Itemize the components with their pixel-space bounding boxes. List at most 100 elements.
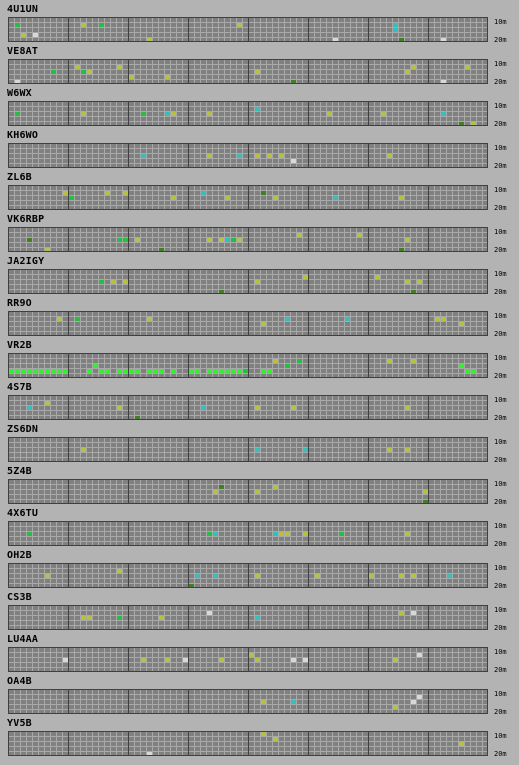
band-label-20m: 20m — [494, 330, 507, 338]
signal-spot — [116, 237, 122, 242]
band-label-20m: 20m — [494, 162, 507, 170]
band-label-10m: 10m — [494, 732, 507, 740]
beacon-callsign: 4U1UN — [7, 4, 39, 15]
beacon-row: ZL6B 10m 20m — [0, 170, 519, 212]
band-label-10m: 10m — [494, 312, 507, 320]
signal-spot — [284, 316, 290, 321]
signal-spot — [20, 368, 26, 373]
signal-spot — [272, 736, 278, 741]
signal-spot — [278, 531, 284, 536]
grid-svg — [8, 689, 488, 714]
signal-spot — [200, 190, 206, 195]
signal-spot — [290, 405, 296, 410]
signal-spot — [188, 583, 194, 588]
signal-spot — [332, 195, 338, 200]
signal-spot — [140, 111, 146, 116]
signal-spot — [98, 368, 104, 373]
beacon-row: OH2B 10m 20m — [0, 548, 519, 590]
signal-spot — [422, 499, 428, 504]
signal-spot — [164, 657, 170, 662]
band-label-10m: 10m — [494, 396, 507, 404]
signal-spot — [260, 699, 266, 704]
beacon-callsign: 4S7B — [7, 382, 32, 393]
signal-spot — [8, 368, 14, 373]
grid-svg — [8, 521, 488, 546]
signal-spot — [272, 195, 278, 200]
signal-spot — [398, 247, 404, 252]
signal-spot — [104, 190, 110, 195]
band-label-20m: 20m — [494, 246, 507, 254]
signal-spot — [98, 22, 104, 27]
beacon-callsign: ZS6DN — [7, 424, 39, 435]
signal-spot — [212, 489, 218, 494]
beacon-callsign: LU4AA — [7, 634, 39, 645]
signal-spot — [368, 573, 374, 578]
signal-spot — [440, 316, 446, 321]
band-label-20m: 20m — [494, 666, 507, 674]
band-label-20m: 20m — [494, 36, 507, 44]
propagation-grid — [8, 17, 488, 42]
signal-spot — [386, 447, 392, 452]
signal-spot — [146, 368, 152, 373]
signal-spot — [122, 237, 128, 242]
propagation-grid — [8, 311, 488, 336]
signal-spot — [212, 573, 218, 578]
band-label-10m: 10m — [494, 270, 507, 278]
signal-spot — [218, 368, 224, 373]
beacon-callsign: 4X6TU — [7, 508, 39, 519]
grid-svg — [8, 563, 488, 588]
signal-spot — [440, 111, 446, 116]
propagation-grid — [8, 353, 488, 378]
signal-spot — [392, 657, 398, 662]
signal-spot — [410, 289, 416, 294]
grid-svg — [8, 17, 488, 42]
propagation-grid — [8, 437, 488, 462]
propagation-grid — [8, 185, 488, 210]
signal-spot — [398, 195, 404, 200]
signal-spot — [44, 400, 50, 405]
signal-spot — [260, 731, 266, 736]
beacon-row: CS3B 10m 20m — [0, 590, 519, 632]
signal-spot — [302, 531, 308, 536]
signal-spot — [80, 22, 86, 27]
signal-spot — [50, 368, 56, 373]
signal-spot — [398, 610, 404, 615]
signal-spot — [206, 531, 212, 536]
grid-svg — [8, 227, 488, 252]
signal-spot — [182, 657, 188, 662]
beacon-callsign: VR2B — [7, 340, 32, 351]
signal-spot — [230, 368, 236, 373]
band-label-10m: 10m — [494, 438, 507, 446]
band-label-10m: 10m — [494, 606, 507, 614]
signal-spot — [170, 195, 176, 200]
signal-spot — [218, 484, 224, 489]
signal-spot — [272, 484, 278, 489]
signal-spot — [50, 69, 56, 74]
signal-spot — [254, 489, 260, 494]
beacon-row: LU4AA 10m 20m — [0, 632, 519, 674]
signal-spot — [254, 279, 260, 284]
signal-spot — [146, 316, 152, 321]
signal-spot — [440, 37, 446, 42]
signal-spot — [392, 704, 398, 709]
signal-spot — [242, 368, 248, 373]
signal-spot — [134, 368, 140, 373]
signal-spot — [422, 489, 428, 494]
beacon-row: YV5B 10m 20m — [0, 716, 519, 758]
signal-spot — [446, 573, 452, 578]
beacon-callsign: 5Z4B — [7, 466, 32, 477]
grid-svg — [8, 647, 488, 672]
signal-spot — [440, 79, 446, 84]
beacon-row: VE8AT 10m 20m — [0, 44, 519, 86]
signal-spot — [122, 190, 128, 195]
signal-spot — [254, 573, 260, 578]
band-label-10m: 10m — [494, 690, 507, 698]
propagation-grid — [8, 269, 488, 294]
signal-spot — [128, 74, 134, 79]
propagation-grid — [8, 101, 488, 126]
signal-spot — [284, 531, 290, 536]
band-label-20m: 20m — [494, 624, 507, 632]
grid-svg — [8, 269, 488, 294]
propagation-grid — [8, 731, 488, 756]
band-label-10m: 10m — [494, 564, 507, 572]
